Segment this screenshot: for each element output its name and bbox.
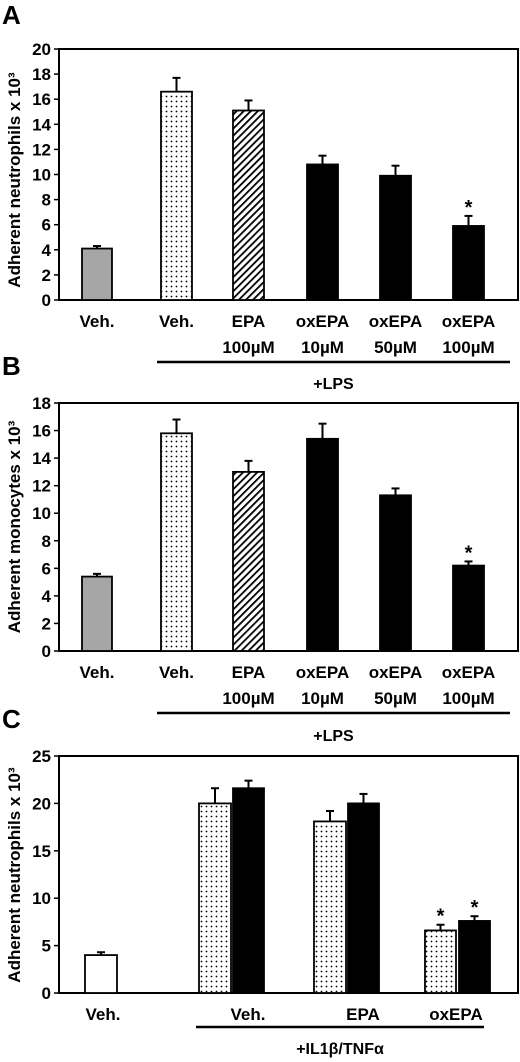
- bar: [84, 954, 118, 994]
- panel-c-ylabel: Adherent neutrophils x 10³: [5, 767, 24, 983]
- panel-b-ylabel: Adherent monocytes x 10³: [5, 420, 24, 633]
- bar: [379, 494, 412, 652]
- category-label: Veh.: [80, 312, 115, 331]
- y-tick-label: 2: [42, 266, 51, 285]
- y-tick-label: 10: [32, 504, 51, 523]
- y-tick-label: 16: [32, 422, 51, 441]
- significance-star: *: [465, 542, 473, 564]
- y-tick-label: 8: [42, 191, 51, 210]
- y-tick-label: 10: [32, 889, 51, 908]
- bar: [81, 575, 113, 652]
- y-tick-label: 5: [42, 937, 51, 956]
- significance-star: *: [437, 906, 445, 928]
- y-tick-label: 14: [32, 449, 51, 468]
- panel-c-letter: C: [2, 704, 21, 734]
- bar: [160, 90, 193, 301]
- y-tick-label: 6: [42, 216, 51, 235]
- y-tick-label: 4: [42, 587, 52, 606]
- y-tick-label: 0: [42, 642, 51, 661]
- y-tick-label: 8: [42, 532, 51, 551]
- y-tick-label: 15: [32, 842, 51, 861]
- y-tick-label: 2: [42, 614, 51, 633]
- category-label: EPA: [346, 1005, 380, 1024]
- panel-a-ylabel: Adherent neutrophils x 10³: [5, 72, 24, 288]
- category-label: oxEPA: [429, 1005, 483, 1024]
- bar: [160, 432, 193, 652]
- bar: [232, 109, 265, 301]
- y-tick-label: 14: [32, 115, 51, 134]
- category-label: EPA: [232, 312, 266, 331]
- bar: [347, 802, 380, 994]
- category-label: Veh.: [86, 1005, 121, 1024]
- y-tick-label: 20: [32, 40, 51, 59]
- bar: [232, 470, 265, 652]
- bar: [232, 787, 265, 994]
- category-sublabel: 100µM: [222, 338, 274, 357]
- panel-b-frame: [58, 402, 519, 652]
- bar: [424, 929, 457, 994]
- bar: [458, 920, 491, 994]
- category-sublabel: 100µM: [442, 338, 494, 357]
- y-tick-label: 16: [32, 90, 51, 109]
- significance-star: *: [471, 897, 479, 919]
- panel-b: B Adherent monocytes x 10³ 0 2 4 6 8 10 12 14 16…: [2, 351, 519, 745]
- category-label: oxEPA: [442, 312, 496, 331]
- bar: [306, 163, 339, 301]
- category-label: Veh.: [159, 312, 194, 331]
- panel-c: C Adherent neutrophils x 10³ 0 5 10 15 20 25 V…: [2, 704, 519, 1058]
- y-tick-label: 20: [32, 794, 51, 813]
- group-label: +LPS: [313, 376, 354, 393]
- category-label: oxEPA: [296, 663, 350, 682]
- panel-a-letter: A: [2, 0, 21, 30]
- panel-c-frame: [58, 755, 519, 994]
- category-label: oxEPA: [369, 312, 423, 331]
- category-label: oxEPA: [442, 663, 496, 682]
- y-tick-label: 0: [42, 984, 51, 1003]
- category-sublabel: 50µM: [374, 338, 417, 357]
- y-tick-label: 4: [42, 241, 52, 260]
- group-label: +IL1β/TNFα: [296, 1041, 384, 1058]
- category-label: Veh.: [159, 663, 194, 682]
- y-tick-label: 25: [32, 747, 51, 766]
- y-tick-label: 18: [32, 65, 51, 84]
- bar: [313, 820, 347, 994]
- y-tick-label: 6: [42, 559, 51, 578]
- y-tick-label: 12: [32, 140, 51, 159]
- y-tick-label: 10: [32, 166, 51, 185]
- category-label: oxEPA: [369, 663, 423, 682]
- bar: [379, 174, 412, 301]
- bar: [198, 802, 232, 994]
- y-tick-label: 0: [42, 291, 51, 310]
- category-label: Veh.: [231, 1005, 266, 1024]
- category-sublabel: 100µM: [222, 689, 274, 708]
- bar: [306, 437, 339, 652]
- category-sublabel: 10µM: [301, 338, 344, 357]
- y-tick-label: 18: [32, 394, 51, 413]
- category-label: EPA: [232, 663, 266, 682]
- bar: [81, 247, 113, 301]
- panel-b-letter: B: [2, 351, 21, 381]
- panel-a-frame: [58, 48, 519, 301]
- category-label: oxEPA: [296, 312, 350, 331]
- category-sublabel: 50µM: [374, 689, 417, 708]
- group-label: +LPS: [313, 728, 354, 745]
- panel-a: A Adherent neutrophils x 10³ 0 2 4 6 8 10 12 14…: [2, 0, 519, 393]
- category-sublabel: 100µM: [442, 689, 494, 708]
- bar: [452, 225, 485, 301]
- y-tick-label: 12: [32, 477, 51, 496]
- significance-star: *: [465, 197, 473, 219]
- bar: [452, 564, 485, 652]
- category-sublabel: 10µM: [301, 689, 344, 708]
- category-label: Veh.: [80, 663, 115, 682]
